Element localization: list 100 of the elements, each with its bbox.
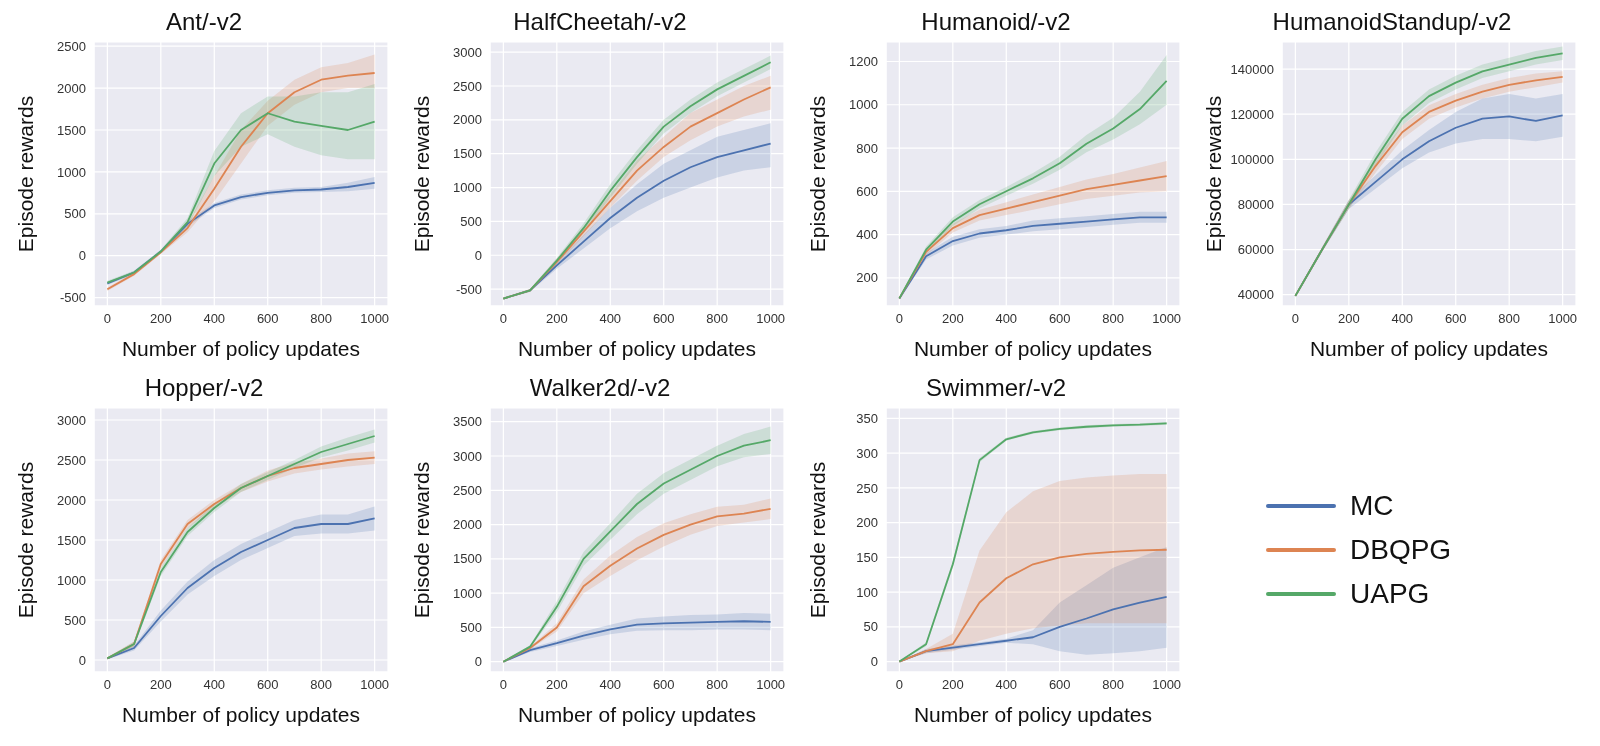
y-tick-label: 1000 [849,97,878,113]
x-axis-title: Number of policy updates [121,337,361,360]
y-tick-label: 200 [856,515,878,531]
x-axis-title: Number of policy updates [913,703,1153,726]
x-tick-label: 1000 [360,677,390,693]
x-tick-label: 1000 [360,311,390,327]
x-tick-label: 0 [499,677,507,693]
x-axis-title: Number of policy updates [1309,337,1549,360]
y-tick-label: 1200 [849,54,878,70]
x-tick-label: 800 [1498,311,1521,327]
x-tick-label: 800 [310,677,333,693]
y-tick-label: 1500 [57,532,86,548]
x-axis-title: Number of policy updates [517,703,757,726]
x-tick-label: 0 [895,311,903,327]
y-tick-label: 350 [856,411,878,427]
y-axis-title: Episode rewards [14,461,38,619]
y-axis-title: Episode rewards [1202,95,1226,253]
y-axis-title: Episode rewards [410,95,434,253]
legend-label: MC [1350,490,1394,522]
y-axis-title: Episode rewards [410,461,434,619]
y-tick-label: 1500 [57,122,86,138]
y-tick-label: 500 [460,620,482,636]
line-series [106,112,376,284]
x-tick-label: 200 [941,311,964,327]
legend-label: DBQPG [1350,534,1452,566]
chart-title: HalfCheetah/-v2 [512,8,688,37]
y-axis-title: Episode rewards [806,95,830,253]
y-tick-label: -500 [59,290,86,306]
y-tick-label: 0 [78,248,86,264]
x-tick-label: 0 [895,677,903,693]
x-tick-label: 400 [995,677,1018,693]
chart-title: Walker2d/-v2 [528,374,672,403]
y-tick-label: 600 [856,183,878,199]
x-tick-label: 0 [103,311,111,327]
y-tick-label: 2500 [57,452,86,468]
y-tick-label: 80000 [1237,197,1274,213]
y-tick-label: 0 [474,654,482,670]
y-tick-label: 1000 [453,180,482,196]
x-tick-label: 200 [941,677,964,693]
y-tick-label: 500 [460,214,482,229]
x-tick-label: 800 [706,311,729,327]
x-tick-label: 400 [1391,311,1414,327]
x-tick-label: 400 [203,677,226,693]
x-tick-label: 600 [256,677,279,693]
y-tick-label: 200 [856,270,878,286]
x-tick-label: 600 [1444,311,1467,327]
x-axis-title: Number of policy updates [517,337,757,360]
x-tick-label: 0 [103,677,111,693]
y-tick-label: 500 [64,206,86,222]
y-tick-label: 0 [474,247,482,263]
x-tick-label: 800 [1102,677,1125,693]
x-tick-label: 1000 [756,311,786,327]
x-tick-label: 400 [599,677,622,693]
y-tick-label: 60000 [1237,242,1274,258]
y-tick-label: 1500 [453,551,482,567]
chart-title: HumanoidStandup/-v2 [1271,8,1513,37]
y-tick-label: 300 [856,445,878,461]
x-tick-label: 600 [1048,311,1071,327]
y-tick-label: 500 [64,612,86,628]
chart-title: Swimmer/-v2 [925,374,1067,403]
chart-title: Ant/-v2 [165,8,243,37]
x-tick-label: 1000 [1548,311,1578,327]
y-axis-title: Episode rewards [14,95,38,253]
y-tick-label: 3000 [57,412,86,428]
y-tick-label: 150 [856,549,878,565]
x-tick-label: 400 [995,311,1018,327]
x-tick-label: 1000 [1152,311,1182,327]
y-tick-label: 140000 [1230,61,1274,77]
y-tick-label: 800 [856,140,878,156]
y-tick-label: 3000 [453,44,482,60]
x-tick-label: 600 [652,311,675,327]
x-tick-label: 1000 [1152,677,1182,693]
y-tick-label: 100000 [1230,151,1274,167]
y-tick-label: 1000 [57,572,86,588]
chart-title: Humanoid/-v2 [920,8,1072,37]
y-tick-label: 3000 [453,448,482,464]
y-tick-label: 0 [870,654,878,670]
x-tick-label: 0 [499,311,507,327]
y-tick-label: -500 [455,281,482,297]
y-tick-label: 2500 [453,78,482,94]
x-tick-label: 1000 [756,677,786,693]
chart-title: Hopper/-v2 [143,374,265,403]
x-tick-label: 800 [310,311,333,327]
y-tick-label: 2500 [453,482,482,498]
y-tick-label: 0 [78,652,86,668]
x-tick-label: 200 [545,311,568,327]
x-tick-label: 800 [1102,311,1125,327]
y-tick-label: 120000 [1230,106,1274,122]
y-axis-title: Episode rewards [806,461,830,619]
y-tick-label: 2000 [57,492,86,508]
x-tick-label: 0 [1291,311,1299,327]
y-tick-label: 40000 [1237,287,1274,303]
y-tick-label: 2000 [57,80,86,96]
x-tick-label: 800 [706,677,729,693]
x-tick-label: 600 [1048,677,1071,693]
y-tick-label: 3500 [453,414,482,430]
y-tick-label: 250 [856,480,878,496]
y-tick-label: 1000 [453,585,482,601]
y-tick-label: 100 [856,584,878,600]
y-tick-label: 1000 [57,164,86,180]
